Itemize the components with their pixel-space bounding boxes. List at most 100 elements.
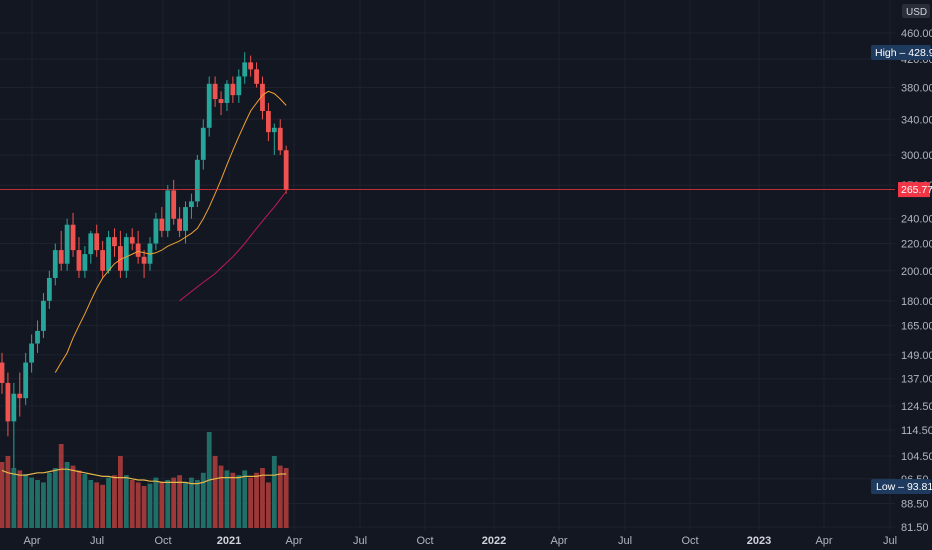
candle-body: [0, 362, 5, 383]
candle-body: [224, 83, 230, 103]
volume-bar: [171, 477, 177, 528]
candle-body: [165, 190, 171, 231]
candle: [94, 224, 100, 257]
candle-body: [277, 127, 283, 151]
candle: [260, 76, 265, 120]
volume-bar: [224, 470, 230, 528]
volume-ma-line: [1, 468, 287, 485]
candle-body: [242, 62, 248, 77]
candle-body: [183, 207, 188, 231]
y-tick-label: 137.00: [901, 374, 932, 386]
volume-bar: [64, 462, 70, 528]
price-axis[interactable]: 460.00420.00380.00340.00300.00270.00240.…: [901, 28, 932, 534]
volume-bar: [94, 482, 100, 528]
x-tick-label: Jul: [883, 535, 897, 547]
y-tick-label: 165.00: [901, 321, 932, 333]
volume-bar: [283, 468, 289, 528]
candle: [242, 52, 248, 84]
volume-bar: [159, 482, 165, 528]
x-tick-label: Oct: [154, 535, 171, 547]
last-price-text: 265.77: [901, 184, 932, 196]
y-tick-label: 380.00: [901, 83, 932, 95]
y-tick-label: 149.00: [901, 350, 932, 362]
volume-bar: [11, 468, 17, 528]
y-tick-label: 340.00: [901, 114, 932, 126]
volume-bar: [165, 480, 171, 528]
candle: [35, 320, 40, 353]
candle: [123, 233, 129, 278]
candle-body: [260, 83, 265, 112]
x-tick-label: Apr: [23, 535, 40, 547]
volume-bar: [236, 475, 242, 528]
candle: [5, 372, 11, 437]
candle-body: [106, 237, 111, 271]
candle: [230, 76, 236, 103]
y-tick-label: 220.00: [901, 239, 932, 251]
candle-body: [123, 237, 129, 271]
candle: [64, 218, 70, 271]
y-tick-label: 81.50: [901, 522, 929, 534]
x-tick-label: 2023: [747, 535, 771, 547]
candle: [206, 76, 212, 137]
candle: [82, 246, 88, 278]
candle: [100, 240, 106, 278]
volume-ma-path: [1, 468, 287, 485]
x-tick-label: Apr: [285, 535, 302, 547]
y-tick-label: 180.00: [901, 296, 932, 308]
candle: [224, 80, 230, 112]
candle: [218, 91, 224, 116]
candle-body: [189, 201, 194, 208]
candle: [159, 207, 165, 238]
candle: [283, 145, 289, 194]
candle-body: [70, 224, 76, 251]
volume-bar: [153, 477, 159, 528]
volume-bar: [123, 475, 129, 528]
candle-body: [23, 362, 29, 399]
candle-body: [94, 233, 100, 251]
volume-bar: [58, 444, 64, 528]
candle-body: [64, 224, 70, 264]
currency-label[interactable]: USD: [902, 4, 930, 18]
candle-body: [5, 382, 11, 422]
x-tick-label: Apr: [815, 535, 832, 547]
volume-bar: [194, 480, 200, 528]
candle-body: [100, 250, 106, 271]
candle-body: [118, 246, 123, 271]
candle: [46, 270, 52, 309]
volume-bar: [88, 480, 94, 528]
time-axis[interactable]: Apr Jul Oct 2021 Apr Jul Oct 2022 Apr Jul Oct 2023 A…: [23, 535, 897, 547]
candle: [141, 250, 147, 278]
candle-body: [88, 233, 94, 255]
ma-long-line: [179, 191, 287, 302]
candle-body: [52, 250, 58, 278]
y-tick-label: 104.50: [901, 451, 932, 463]
volume-bar: [129, 480, 135, 528]
y-tick-label: 200.00: [901, 266, 932, 278]
candle: [183, 201, 188, 244]
candle: [194, 155, 200, 208]
volume-bar: [5, 456, 11, 528]
y-tick-label: 460.00: [901, 28, 932, 40]
y-tick-label: 124.50: [901, 401, 932, 413]
candle-body: [46, 277, 52, 301]
low-badge: Low – 93.81: [871, 479, 932, 494]
candle-body: [35, 330, 40, 344]
currency-text: USD: [906, 7, 927, 18]
candle-body: [236, 76, 242, 96]
candle: [29, 334, 34, 373]
candle-body: [153, 218, 159, 244]
volume-bar: [46, 472, 52, 528]
candle-body: [266, 111, 271, 133]
candle-body: [76, 250, 82, 271]
volume-bar: [135, 482, 141, 528]
volume-bar: [260, 468, 265, 528]
moving-average-lines: [54, 90, 287, 373]
high-label: High: [875, 47, 897, 59]
x-tick-label: Jul: [618, 535, 632, 547]
x-tick-label: Oct: [681, 535, 698, 547]
volume-bar: [17, 470, 23, 528]
volume-bar: [248, 477, 254, 528]
volume-bar: [35, 480, 40, 528]
